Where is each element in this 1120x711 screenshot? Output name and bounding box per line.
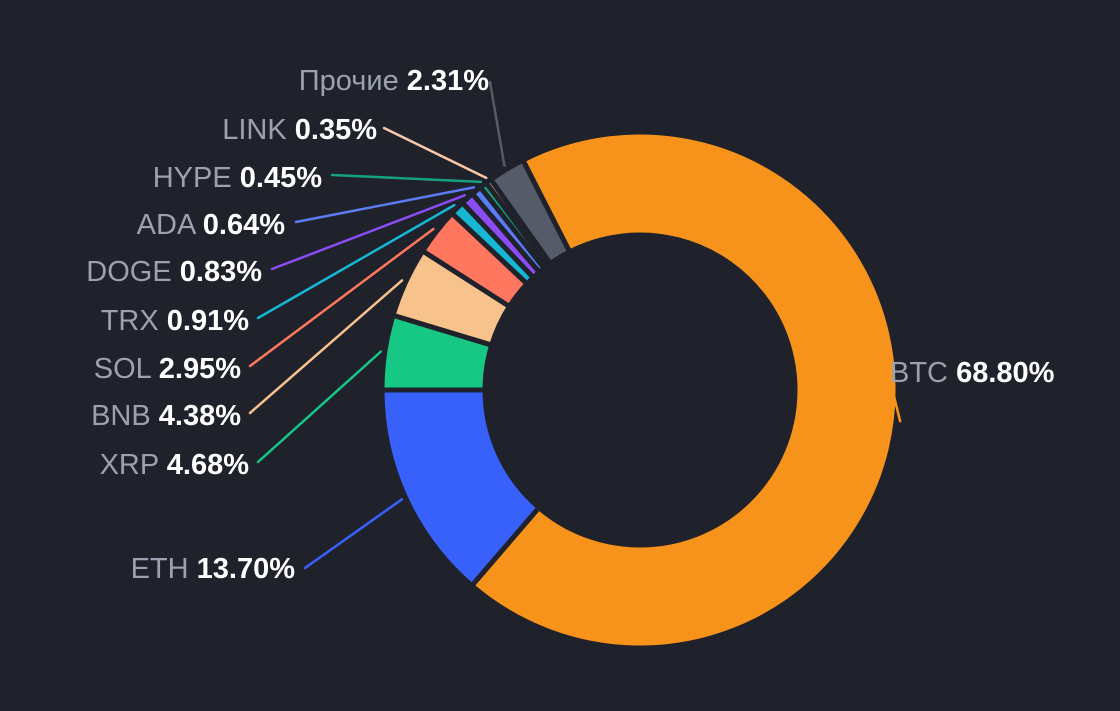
slice-label-name: BNB <box>91 400 159 432</box>
slice-label-value: 0.45% <box>240 162 322 194</box>
slice-label-value: 0.91% <box>167 305 249 337</box>
slice-labels: BTC 68.80%ETH 13.70%XRP 4.68%BNB 4.38%SO… <box>86 65 1054 585</box>
leader-line-hype <box>330 173 483 184</box>
slice-label-btc: BTC 68.80% <box>890 357 1055 389</box>
leader-line-other <box>488 80 506 168</box>
slice-label-value: 0.35% <box>295 114 377 146</box>
slice-label-value: 4.38% <box>159 400 241 432</box>
slice-label-doge: DOGE 0.83% <box>86 256 262 288</box>
slice-label-name: HYPE <box>153 162 240 194</box>
slice-label-name: TRX <box>101 305 167 337</box>
leader-line-btc <box>886 370 902 423</box>
slice-label-eth: ETH 13.70% <box>131 553 296 585</box>
leader-line-link <box>382 126 488 180</box>
slice-label-sol: SOL 2.95% <box>94 353 241 385</box>
slice-label-name: LINK <box>222 114 295 146</box>
slice-label-hype: HYPE 0.45% <box>153 162 322 194</box>
slice-label-value: 0.83% <box>180 256 262 288</box>
leader-line-eth <box>303 498 404 570</box>
slice-label-name: Прочие <box>299 65 407 97</box>
slice-label-value: 2.31% <box>407 65 489 97</box>
leader-line-xrp <box>256 350 383 464</box>
slice-label-name: XRP <box>100 449 167 481</box>
slice-label-value: 13.70% <box>197 553 296 585</box>
leader-lines <box>248 80 902 570</box>
slice-label-value: 4.68% <box>167 449 249 481</box>
leader-line-doge <box>270 194 466 271</box>
slice-other[interactable] <box>488 157 573 267</box>
slice-label-trx: TRX 0.91% <box>101 305 250 337</box>
slice-label-ada: ADA 0.64% <box>137 209 286 241</box>
leader-line-ada <box>294 186 476 224</box>
slice-label-xrp: XRP 4.68% <box>100 449 250 481</box>
leader-line-trx <box>256 203 456 320</box>
leader-line-bnb <box>248 279 404 415</box>
slice-label-link: LINK 0.35% <box>222 114 377 146</box>
slice-label-name: ADA <box>137 209 203 241</box>
slice-label-bnb: BNB 4.38% <box>91 400 241 432</box>
slice-label-name: DOGE <box>86 256 179 288</box>
slice-label-other: Прочие 2.31% <box>299 65 489 97</box>
slice-label-name: BTC <box>890 357 956 389</box>
slice-label-value: 2.95% <box>159 353 241 385</box>
donut-slices <box>379 129 901 651</box>
slice-label-name: SOL <box>94 353 159 385</box>
slice-btc[interactable] <box>469 129 901 651</box>
slice-label-value: 68.80% <box>956 357 1055 389</box>
slice-label-name: ETH <box>131 553 197 585</box>
slice-label-value: 0.64% <box>203 209 285 241</box>
leader-line-sol <box>248 227 435 368</box>
